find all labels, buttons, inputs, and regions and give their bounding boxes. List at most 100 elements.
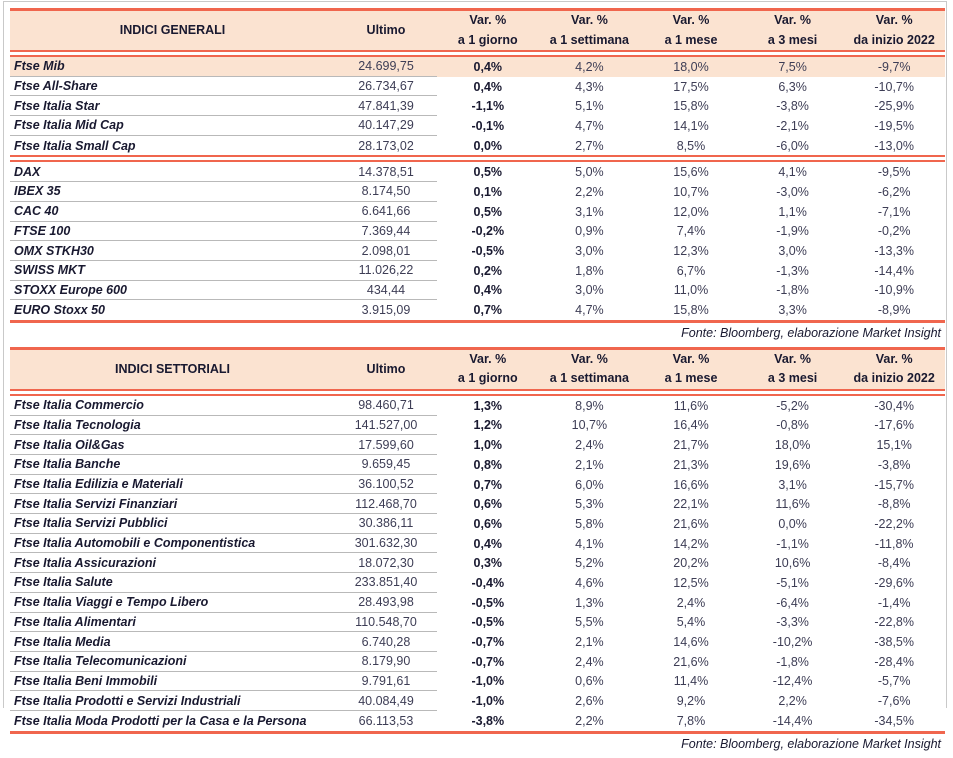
index-name: Ftse Italia Servizi Pubblici: [10, 514, 335, 534]
var-inizio-2022-value: -7,6%: [877, 694, 911, 709]
var-inizio-2022-value: -9,5%: [877, 165, 911, 180]
var-1-giorno-value: 0,5%: [473, 204, 503, 219]
row-group: Ftse Mib 24.699,75 0,4% 4,2% 18,0% 7,5% …: [10, 57, 945, 155]
index-name: Ftse Italia Moda Prodotti per la Casa e …: [14, 713, 307, 728]
var-1-giorno-value: -0,1%: [471, 118, 505, 133]
table-row: Ftse Italia Servizi Finanziari 112.468,7…: [10, 494, 945, 515]
var-1-settimana-value: 4,1%: [575, 536, 604, 551]
var-inizio-2022-value: -3,8%: [877, 457, 911, 472]
var-1-giorno-value: 1,2%: [473, 418, 503, 433]
var-1-giorno-value: -3,8%: [471, 713, 505, 728]
var-inizio-2022-value: -11,8%: [874, 536, 914, 551]
ultimo-value: 8.179,90: [335, 652, 437, 672]
table-row: Ftse Italia Star 47.841,39 -1,1% 5,1% 15…: [10, 96, 945, 117]
var-1-mese-value: 22,1%: [673, 497, 709, 512]
var-1-settimana-value: 2,1%: [575, 635, 604, 650]
ultimo-value: 28.493,98: [335, 593, 437, 613]
index-name: SWISS MKT: [10, 261, 335, 281]
var-3-mesi-value: -3,0%: [776, 184, 809, 199]
column-header-var-1-settimana: Var. % a 1 settimana: [549, 352, 629, 386]
var-3-mesi-value: 6,3%: [778, 79, 807, 94]
index-name: Ftse Italia Beni Immobili: [10, 672, 335, 692]
table-row: Ftse Italia Automobili e Componentistica…: [10, 534, 945, 554]
ultimo-value: 112.468,70: [335, 494, 437, 515]
var-1-giorno-value: -1,1%: [471, 99, 505, 114]
var-1-giorno-value: 0,3%: [473, 556, 503, 571]
var-1-settimana-value: 2,4%: [575, 654, 604, 669]
var-1-settimana-value: 8,9%: [575, 398, 604, 413]
index-name: Ftse Italia Telecomunicazioni: [10, 652, 335, 672]
var-inizio-2022-value: -1,4%: [877, 595, 911, 610]
var-1-mese-value: 21,3%: [673, 457, 709, 472]
var-1-settimana-value: 1,3%: [575, 595, 604, 610]
var-1-mese-value: 2,4%: [676, 595, 706, 610]
var-1-giorno-value: 0,4%: [473, 283, 503, 298]
var-3-mesi-value: -6,4%: [776, 595, 809, 610]
var-3-mesi-value: 3,0%: [778, 244, 807, 259]
table-row: IBEX 35 8.174,50 0,1% 2,2% 10,7% -3,0% -…: [10, 182, 945, 202]
index-name: Ftse Italia Viaggi e Tempo Libero: [10, 593, 335, 613]
table-bottom-rule: [10, 730, 945, 734]
table-row: Ftse Italia Banche 9.659,45 0,8% 2,1% 21…: [10, 455, 945, 475]
var-1-mese-value: 21,6%: [673, 516, 709, 531]
var-1-settimana-value: 4,3%: [575, 79, 604, 94]
index-name: CAC 40: [10, 202, 335, 222]
var-1-mese-value: 21,6%: [673, 654, 709, 669]
var-3-mesi-value: 11,6%: [775, 497, 810, 512]
table-header: INDICI GENERALI Ultimo Var. % a 1 giorno…: [10, 8, 945, 50]
var-inizio-2022-value: -10,9%: [874, 283, 914, 298]
index-name: DAX: [10, 162, 335, 183]
ultimo-value: 2.098,01: [335, 241, 437, 261]
table-body: Ftse Mib 24.699,75 0,4% 4,2% 18,0% 7,5% …: [10, 57, 945, 320]
var-3-mesi-value: 1,1%: [778, 204, 807, 219]
var-3-mesi-value: 10,6%: [774, 556, 811, 571]
table-header: INDICI SETTORIALI Ultimo Var. % a 1 gior…: [10, 346, 945, 389]
var-1-settimana-value: 4,7%: [575, 303, 604, 318]
column-header-var-1-mese: Var. % a 1 mese: [664, 13, 718, 47]
var-1-mese-value: 11,0%: [673, 283, 709, 298]
var-1-mese-value: 17,5%: [673, 79, 709, 94]
var-1-mese-value: 14,6%: [673, 635, 709, 650]
table-body: Ftse Italia Commercio 98.460,71 1,3% 8,9…: [10, 396, 945, 731]
ultimo-value: 98.460,71: [335, 396, 437, 416]
var-1-mese-value: 7,8%: [676, 713, 706, 728]
var-1-mese-value: 15,8%: [673, 99, 709, 114]
var-1-settimana-value: 10,7%: [571, 418, 608, 433]
var-1-giorno-value: 0,2%: [473, 263, 503, 278]
var-inizio-2022-value: -17,6%: [874, 418, 914, 433]
table-row: Ftse Italia Viaggi e Tempo Libero 28.493…: [10, 593, 945, 613]
var-1-settimana-value: 0,9%: [575, 224, 604, 239]
var-1-settimana-value: 2,2%: [575, 184, 604, 199]
var-1-mese-value: 9,2%: [676, 694, 706, 709]
table-row: Ftse Italia Beni Immobili 9.791,61 -1,0%…: [10, 672, 945, 692]
var-1-giorno-value: 1,3%: [473, 398, 503, 413]
var-inizio-2022-value: -15,7%: [874, 477, 914, 492]
var-1-settimana-value: 2,6%: [575, 694, 604, 709]
index-name: Ftse Italia Alimentari: [10, 613, 335, 633]
ultimo-value: 11.026,22: [335, 261, 437, 281]
index-name: Ftse Italia Servizi Finanziari: [10, 494, 335, 515]
table-row: DAX 14.378,51 0,5% 5,0% 15,6% 4,1% -9,5%: [10, 162, 945, 183]
table-row: Ftse Italia Alimentari 110.548,70 -0,5% …: [10, 613, 945, 633]
table-row: Ftse Italia Servizi Pubblici 30.386,11 0…: [10, 514, 945, 534]
var-3-mesi-value: -1,3%: [776, 263, 809, 278]
var-3-mesi-value: 2,2%: [778, 694, 807, 709]
var-1-giorno-value: 1,0%: [473, 438, 503, 453]
var-1-settimana-value: 5,1%: [575, 99, 604, 114]
index-name: EURO Stoxx 50: [14, 303, 106, 318]
table-title: INDICI SETTORIALI: [114, 361, 231, 376]
ultimo-value: 9.659,45: [335, 455, 437, 475]
indici-generali-table: INDICI GENERALI Ultimo Var. % a 1 giorno…: [10, 8, 945, 344]
var-3-mesi-value: 7,5%: [778, 59, 807, 74]
var-1-settimana-value: 5,5%: [575, 615, 604, 630]
var-inizio-2022-value: -13,0%: [874, 138, 914, 153]
ultimo-value: 3.915,09: [361, 303, 411, 318]
group-separator: [10, 155, 945, 163]
var-3-mesi-value: 3,1%: [778, 477, 807, 492]
var-1-settimana-value: 5,8%: [575, 516, 604, 531]
var-inizio-2022-value: 15,1%: [876, 438, 912, 453]
table-bottom-rule: [10, 319, 945, 323]
var-inizio-2022-value: -8,4%: [877, 556, 911, 571]
var-3-mesi-value: -5,1%: [776, 575, 809, 590]
ultimo-value: 141.527,00: [335, 416, 437, 436]
